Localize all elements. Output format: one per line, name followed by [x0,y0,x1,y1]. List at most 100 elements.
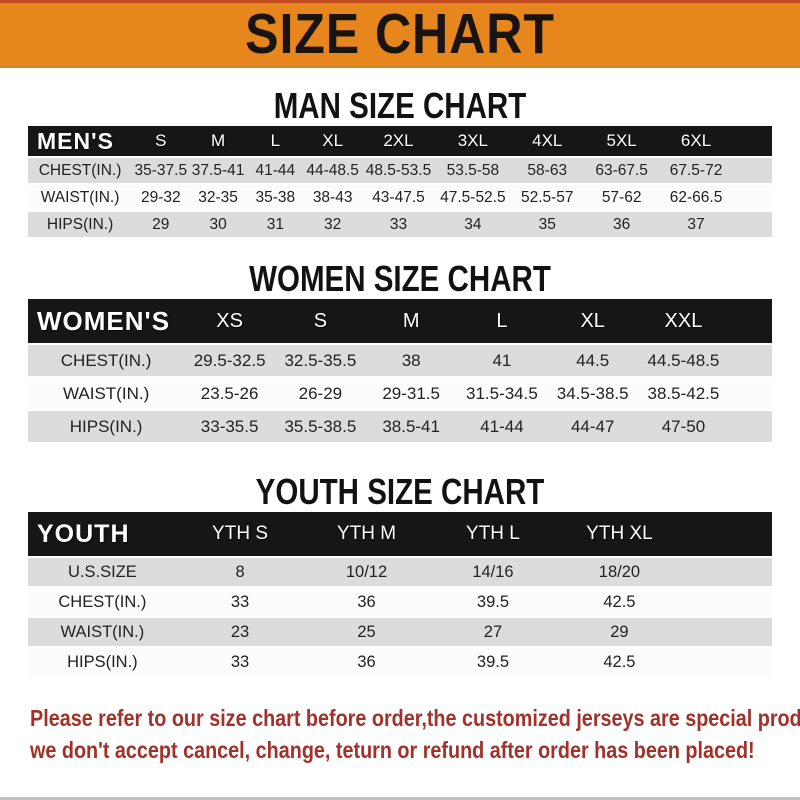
cell: 10/12 [303,558,430,586]
table-row: WAIST(IN.) 23 25 27 29 [28,618,772,646]
cell: 58-63 [510,158,585,183]
cell: 31 [246,212,304,237]
cell: 34.5-38.5 [547,378,639,409]
column-header: XL [304,126,362,156]
cell: 33 [361,212,436,237]
cell: 33 [176,648,304,676]
cell: 25 [303,618,430,646]
cell: 29.5-32.5 [184,345,275,376]
cell: 33-35.5 [184,411,275,442]
header-spacer [682,512,772,556]
table-header-row: MEN'S S M L XL 2XL 3XL 4XL 5XL 6XL [28,126,772,156]
cell: 41 [456,345,548,376]
disclaimer-line-1: Please refer to our size chart before or… [30,705,800,731]
column-header: L [246,126,304,156]
column-header: S [275,299,366,343]
cell: 44.5 [547,345,639,376]
cell: 42.5 [556,648,683,676]
cell: 29-32 [132,185,190,210]
youth-section-title: YOUTH SIZE CHART [0,474,800,510]
cell: 37.5-41 [189,158,247,183]
cell: 29 [132,212,190,237]
cell: 36 [303,648,430,676]
table-row: WAIST(IN.) 23.5-26 26-29 29-31.5 31.5-34.5 34… [28,378,772,409]
cell: 38 [365,345,457,376]
table-corner-label: MEN'S [28,126,133,156]
banner-title: SIZE CHART [245,2,555,66]
cell: 57-62 [584,185,659,210]
table-row: CHEST(IN.) 35-37.5 37.5-41 41-44 44-48.5 48.5… [28,158,772,183]
bottom-edge-line [0,797,800,800]
cell: 35-38 [246,185,304,210]
header-spacer [728,299,772,343]
cell: 38-43 [304,185,362,210]
row-spacer [682,558,772,586]
cell: 67.5-72 [658,158,734,183]
women-section-title-text: WOMEN SIZE CHART [249,258,551,299]
men-size-table: MEN'S S M L XL 2XL 3XL 4XL 5XL 6XL CHEST(IN.) 35-37… [28,124,772,239]
row-spacer [733,212,772,237]
table-row: CHEST(IN.) 33 36 39.5 42.5 [28,588,772,616]
cell: 41-44 [246,158,304,183]
cell: 52.5-57 [510,185,585,210]
row-label: WAIST(IN.) [28,378,185,409]
table-corner-label: YOUTH [28,512,177,556]
cell: 38.5-41 [365,411,457,442]
row-label: HIPS(IN.) [28,411,185,442]
cell: 8 [176,558,304,586]
column-header: M [189,126,247,156]
column-header: 3XL [435,126,511,156]
row-label: WAIST(IN.) [28,185,133,210]
row-spacer [728,378,772,409]
cell: 44-47 [547,411,639,442]
cell: 38.5-42.5 [638,378,729,409]
cell: 42.5 [556,588,683,616]
row-spacer [733,185,772,210]
column-header: YTH M [303,512,430,556]
cell: 30 [189,212,247,237]
column-header: 6XL [658,126,734,156]
cell: 32 [304,212,362,237]
column-header: XL [547,299,639,343]
cell: 47.5-52.5 [435,185,511,210]
table-row: HIPS(IN.) 33 36 39.5 42.5 [28,648,772,676]
header-spacer [733,126,772,156]
disclaimer: Please refer to our size chart before or… [30,702,800,766]
cell: 39.5 [429,588,557,616]
cell: 43-47.5 [361,185,436,210]
cell: 32-35 [189,185,247,210]
youth-section-title-text: YOUTH SIZE CHART [255,471,545,512]
cell: 34 [435,212,511,237]
cell: 27 [429,618,557,646]
column-header: L [456,299,548,343]
cell: 44-48.5 [304,158,362,183]
row-spacer [682,588,772,616]
cell: 14/16 [429,558,557,586]
row-label: CHEST(IN.) [28,158,133,183]
row-label: U.S.SIZE [28,558,177,586]
table-row: WAIST(IN.) 29-32 32-35 35-38 38-43 43-47.5 47.… [28,185,772,210]
disclaimer-line-2: we don't accept cancel, change, teturn o… [30,737,755,763]
cell: 47-50 [638,411,729,442]
column-header: 2XL [361,126,436,156]
table-row: CHEST(IN.) 29.5-32.5 32.5-35.5 38 41 44.5 44.5… [28,345,772,376]
cell: 18/20 [556,558,683,586]
column-header: YTH S [176,512,304,556]
row-label: CHEST(IN.) [28,345,185,376]
cell: 32.5-35.5 [275,345,366,376]
cell: 39.5 [429,648,557,676]
table-header-row: YOUTH YTH S YTH M YTH L YTH XL [28,512,772,556]
women-size-table: WOMEN'S XS S M L XL XXL CHEST(IN.) 29.5-32.5 32.5… [28,297,772,444]
cell: 53.5-58 [435,158,511,183]
row-spacer [733,158,772,183]
cell: 35-37.5 [132,158,190,183]
cell: 23.5-26 [184,378,275,409]
row-spacer [682,648,772,676]
cell: 33 [176,588,304,616]
row-label: HIPS(IN.) [28,212,133,237]
row-spacer [682,618,772,646]
column-header: YTH L [429,512,557,556]
column-header: YTH XL [556,512,683,556]
cell: 36 [584,212,659,237]
